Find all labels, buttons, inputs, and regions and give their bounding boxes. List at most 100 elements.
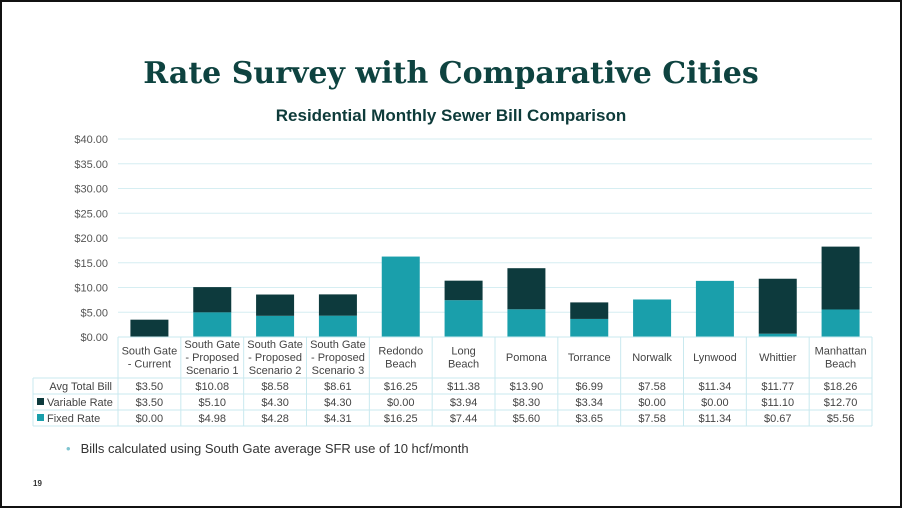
data-table-cell: $7.44 bbox=[450, 413, 478, 425]
data-table-cell: $4.30 bbox=[261, 397, 289, 409]
data-table-cell: $8.58 bbox=[261, 381, 289, 393]
y-tick-label: $35.00 bbox=[74, 159, 108, 171]
footnote-text: Bills calculated using South Gate averag… bbox=[80, 441, 469, 456]
bar-fixed-rate bbox=[318, 315, 357, 337]
data-table-cell: $3.34 bbox=[575, 397, 603, 409]
bar-fixed-rate bbox=[633, 299, 672, 337]
bar-fixed-rate bbox=[381, 256, 420, 337]
data-table-cell: $4.30 bbox=[324, 397, 352, 409]
y-tick-label: $0.00 bbox=[80, 332, 108, 344]
data-table-cell: $0.00 bbox=[136, 413, 164, 425]
y-tick-label: $20.00 bbox=[74, 233, 108, 245]
category-label: South Gate bbox=[122, 346, 178, 358]
data-table-cell: $10.08 bbox=[195, 381, 229, 393]
data-table-cell: $8.30 bbox=[513, 397, 541, 409]
data-table-cell: $5.56 bbox=[827, 413, 855, 425]
data-table-cell: $3.50 bbox=[136, 381, 164, 393]
category-label: Norwalk bbox=[632, 352, 672, 364]
data-table-cell: $3.94 bbox=[450, 397, 478, 409]
category-label: Manhattan bbox=[815, 346, 867, 358]
data-table-cell: $11.34 bbox=[699, 381, 732, 393]
bar-fixed-rate bbox=[821, 309, 860, 337]
legend-swatch bbox=[37, 398, 44, 405]
slide-title: Rate Survey with Comparative Cities bbox=[143, 56, 759, 91]
data-table-cell: $13.90 bbox=[510, 381, 544, 393]
category-label: Pomona bbox=[506, 352, 548, 364]
data-table-cell: $7.58 bbox=[638, 413, 666, 425]
data-table-cell: $0.67 bbox=[764, 413, 792, 425]
bar-fixed-rate bbox=[570, 318, 609, 337]
bar-variable-rate bbox=[821, 246, 860, 310]
bar-variable-rate bbox=[507, 268, 546, 310]
category-label: Whittier bbox=[759, 352, 797, 364]
legend-label: Fixed Rate bbox=[47, 413, 100, 425]
y-tick-label: $30.00 bbox=[74, 184, 108, 196]
bar-variable-rate bbox=[318, 294, 357, 316]
category-label: - Current bbox=[128, 359, 171, 371]
data-table-cell: $4.28 bbox=[261, 413, 289, 425]
bar-fixed-rate bbox=[193, 312, 232, 337]
bar-fixed-rate bbox=[695, 280, 734, 337]
chart-title: Residential Monthly Sewer Bill Compariso… bbox=[275, 106, 627, 125]
data-table-cell: $5.10 bbox=[198, 397, 226, 409]
bar-variable-rate bbox=[256, 294, 295, 316]
page-number: 19 bbox=[33, 479, 42, 488]
data-table-cell: $4.98 bbox=[198, 413, 226, 425]
bar-variable-rate bbox=[193, 287, 232, 313]
data-table-cell: $6.99 bbox=[575, 381, 603, 393]
data-table-cell: $8.61 bbox=[324, 381, 352, 393]
category-label: Redondo bbox=[378, 346, 423, 358]
category-label: Torrance bbox=[568, 352, 611, 364]
data-table-cell: $12.70 bbox=[824, 397, 858, 409]
bar-variable-rate bbox=[570, 302, 609, 319]
bullet: • bbox=[66, 441, 71, 456]
legend-swatch bbox=[37, 414, 44, 421]
category-label: Scenario 1 bbox=[186, 365, 239, 377]
category-label: Scenario 2 bbox=[249, 365, 302, 377]
data-table-cell: $0.00 bbox=[387, 397, 415, 409]
stacked-bar-chart: $0.00 $5.00 $10.00 $15.00 $20.00 $25.00 $30.00… bbox=[32, 134, 873, 427]
data-table-cell: $18.26 bbox=[824, 381, 858, 393]
category-label: - Proposed bbox=[311, 352, 365, 364]
bar-fixed-rate bbox=[444, 300, 483, 337]
category-label: - Proposed bbox=[248, 352, 302, 364]
data-table-cell: $16.25 bbox=[384, 413, 418, 425]
category-label: South Gate bbox=[247, 339, 303, 351]
y-tick-label: $15.00 bbox=[74, 258, 108, 270]
bar-variable-rate bbox=[444, 280, 483, 301]
data-table-cell: $5.60 bbox=[513, 413, 541, 425]
bar-variable-rate bbox=[758, 278, 797, 334]
category-label: Beach bbox=[448, 359, 479, 371]
data-table-cell: $4.31 bbox=[324, 413, 352, 425]
category-label: South Gate bbox=[310, 339, 366, 351]
category-label: South Gate bbox=[184, 339, 240, 351]
row-header: Avg Total Bill bbox=[49, 381, 112, 393]
data-table-cell: $16.25 bbox=[384, 381, 418, 393]
bar-fixed-rate bbox=[758, 333, 797, 337]
y-tick-label: $5.00 bbox=[80, 307, 108, 319]
category-label: Beach bbox=[825, 359, 856, 371]
bar-fixed-rate bbox=[507, 309, 546, 337]
data-table-cell: $7.58 bbox=[638, 381, 666, 393]
data-table-cell: $0.00 bbox=[701, 397, 729, 409]
y-tick-label: $25.00 bbox=[74, 208, 108, 220]
data-table-cell: $0.00 bbox=[638, 397, 666, 409]
data-table-cell: $3.50 bbox=[136, 397, 164, 409]
data-table-cell: $11.34 bbox=[699, 413, 732, 425]
data-table-cell: $11.38 bbox=[447, 381, 480, 393]
footnote: • Bills calculated using South Gate avera… bbox=[66, 441, 469, 456]
category-label: Scenario 3 bbox=[312, 365, 365, 377]
bar-fixed-rate bbox=[256, 315, 295, 337]
category-label: Lynwood bbox=[693, 352, 737, 364]
category-label: Beach bbox=[385, 359, 416, 371]
category-label: Long bbox=[451, 346, 475, 358]
data-table-cell: $3.65 bbox=[575, 413, 603, 425]
legend-label: Variable Rate bbox=[47, 397, 113, 409]
data-table-cell: $11.77 bbox=[761, 381, 794, 393]
bar-variable-rate bbox=[130, 319, 169, 337]
y-tick-label: $40.00 bbox=[74, 134, 108, 146]
y-tick-label: $10.00 bbox=[74, 283, 108, 295]
data-table-cell: $11.10 bbox=[761, 397, 794, 409]
category-label: - Proposed bbox=[185, 352, 239, 364]
